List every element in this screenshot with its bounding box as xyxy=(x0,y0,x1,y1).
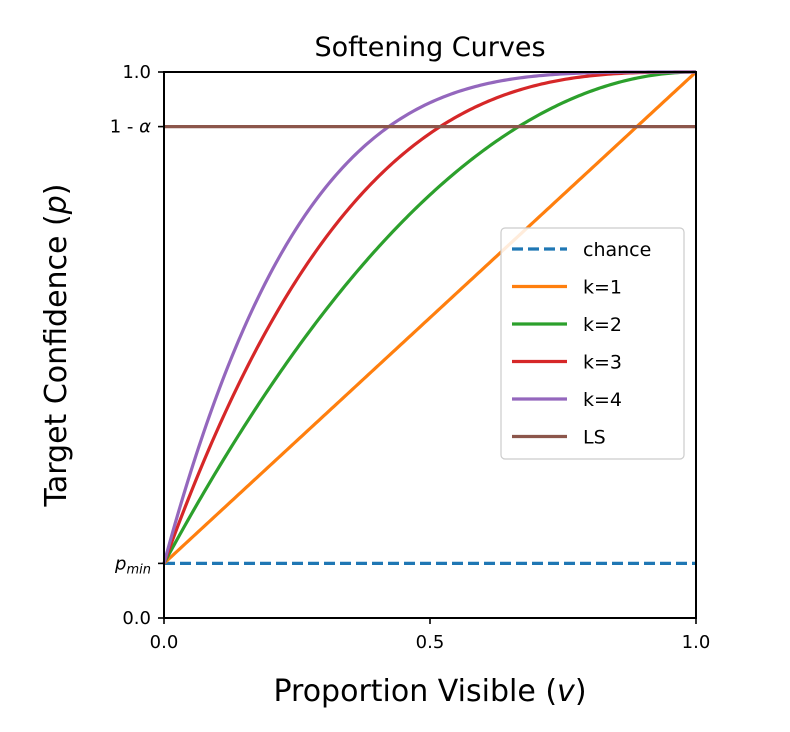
x-tick-label: 0.5 xyxy=(416,632,445,653)
x-axis-label-variable: v xyxy=(557,674,576,709)
y-tick-label: 0.0 xyxy=(122,608,151,629)
legend-box xyxy=(500,227,685,460)
legend: chance k=1 k=2 k=3 k=4 LS xyxy=(500,227,685,460)
legend-label-chance: chance xyxy=(583,239,651,261)
y-tick-label: 1 - α xyxy=(110,117,151,138)
y-axis-label: Target Confidence (p) xyxy=(39,183,74,507)
x-axis-label: Proportion Visible (v) xyxy=(273,674,586,709)
y-tick-label: 1.0 xyxy=(122,62,151,83)
y-axis-label-close: ) xyxy=(39,183,74,195)
y-axis-label-variable: p xyxy=(39,195,74,215)
x-tick-label: 1.0 xyxy=(682,632,711,653)
series-line-k-3 xyxy=(162,70,696,564)
y-axis-label-main: Target Confidence ( xyxy=(39,214,74,507)
chart-title: Softening Curves xyxy=(314,32,545,63)
series-line-k-1 xyxy=(162,70,698,565)
y-axis-ticks: 0.0 pmin 1 - α 1.0 xyxy=(110,62,164,629)
y-tick-label: pmin xyxy=(114,553,151,577)
x-axis-label-main: Proportion Visible ( xyxy=(273,674,557,709)
legend-label-ls: LS xyxy=(583,427,606,449)
legend-label-k-4: k=4 xyxy=(583,389,622,411)
legend-label-k-2: k=2 xyxy=(583,314,622,336)
plot-area xyxy=(162,70,698,619)
x-tick-label: 0.0 xyxy=(150,632,179,653)
legend-label-k-3: k=3 xyxy=(583,352,622,374)
legend-label-k-1: k=1 xyxy=(583,277,622,299)
x-axis-label-close: ) xyxy=(575,674,587,709)
series-line-k-2 xyxy=(162,70,697,565)
x-axis-ticks: 0.0 0.5 1.0 xyxy=(150,618,711,653)
